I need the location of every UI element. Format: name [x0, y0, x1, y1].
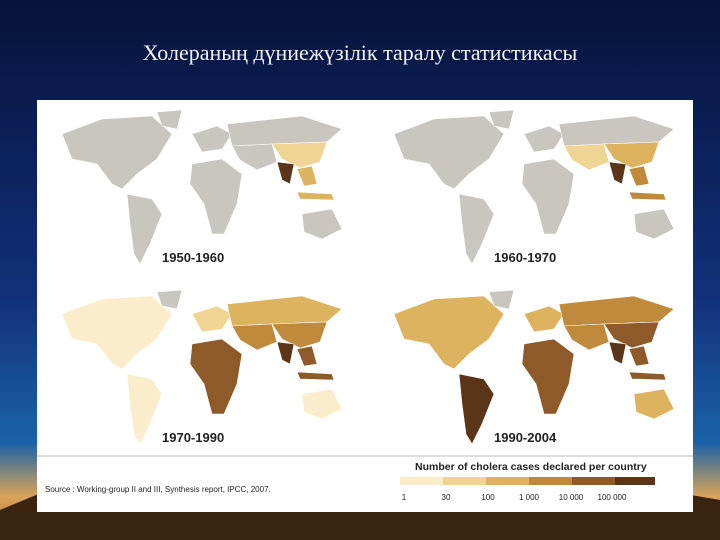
map-1960-1970: 1960-1970: [393, 109, 675, 265]
legend-bar: [400, 477, 655, 485]
panel-label: 1950-1960: [162, 250, 224, 265]
legend-title: Number of cholera cases declared per cou…: [415, 461, 647, 473]
legend-label: 100: [481, 493, 495, 502]
legend-label: 30: [442, 493, 451, 502]
map-1970-1990: 1970-1990: [61, 289, 343, 445]
panel-label: 1960-1970: [494, 250, 556, 265]
legend-label: 100 000: [598, 493, 627, 502]
legend-label: 10 000: [559, 493, 584, 502]
legend-labels: 1 30 100 1 000 10 000 100 000: [402, 493, 627, 502]
legend-label: 1 000: [519, 493, 540, 502]
source: Source : Working-group II and III, Synth…: [45, 485, 271, 494]
slide-title: Холераның дүниежүзілік таралу статистика…: [143, 40, 578, 65]
map-1990-2004: 1990-2004: [393, 289, 675, 445]
legend-label: 1: [402, 493, 407, 502]
panel-label: 1990-2004: [494, 430, 557, 445]
map-1950-1960: 1950-1960: [61, 109, 343, 265]
panel-label: 1970-1990: [162, 430, 224, 445]
